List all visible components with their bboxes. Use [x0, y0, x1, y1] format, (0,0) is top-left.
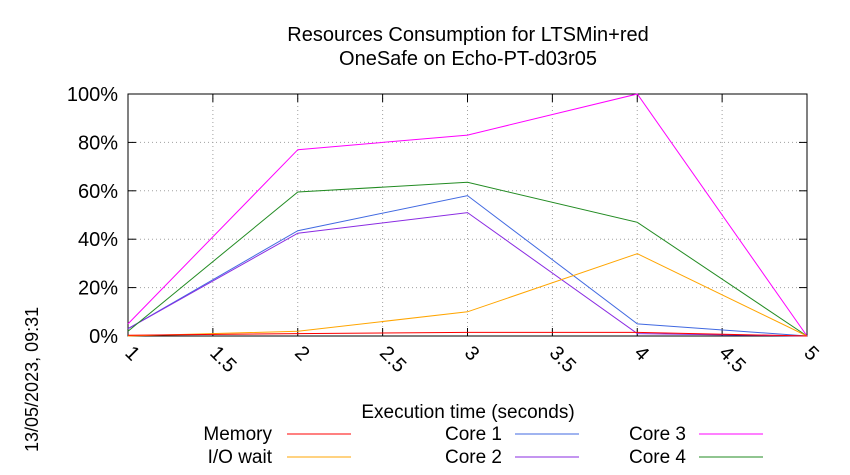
x-axis-label: Execution time (seconds) [361, 402, 574, 423]
legend-label-core-1: Core 1 [445, 424, 502, 445]
y-tick-label: 40% [78, 229, 118, 251]
x-tick-label: 4 [630, 342, 653, 365]
x-tick-label: 5 [799, 342, 822, 365]
y-tick-label: 100% [67, 84, 118, 106]
y-tick-label: 80% [78, 132, 118, 154]
chart-title-line-2: OneSafe on Echo-PT-d03r05 [339, 48, 597, 70]
series-line-core-4 [127, 181, 808, 337]
y-tick-label: 60% [78, 181, 118, 203]
legend-label-core-4: Core 4 [629, 447, 686, 468]
legend-label-core-2: Core 2 [445, 447, 502, 468]
x-tick-label: 4.5 [715, 342, 750, 377]
x-tick-label: 1 [120, 342, 143, 365]
series-line-core-1 [127, 195, 808, 337]
series-line-core-3 [127, 93, 808, 337]
timestamp-label: 13/05/2023, 09:31 [22, 307, 42, 452]
axis-ticks: 0% 20% 40% 60% 80% 100% 1 1.5 2 2.5 3 3.5 4 4.5 5 [67, 84, 823, 377]
legend-label-core-3: Core 3 [629, 424, 686, 445]
x-tick-label: 3.5 [545, 342, 580, 377]
chart-title-line-1: Resources Consumption for LTSMin+red [287, 24, 648, 46]
x-tick-label: 2 [290, 342, 313, 365]
series-line-memory [127, 331, 808, 337]
series-lines [127, 93, 808, 337]
x-tick-label: 3 [460, 342, 483, 365]
legend-label-i-o-wait: I/O wait [208, 447, 273, 468]
y-tick-label: 0% [89, 326, 118, 348]
series-line-core-2 [127, 212, 808, 337]
series-line-i-o-wait [127, 253, 808, 337]
grid [128, 94, 807, 336]
x-tick-label: 1.5 [205, 342, 240, 377]
x-tick-label: 2.5 [375, 342, 410, 377]
y-tick-label: 20% [78, 278, 118, 300]
legend-label-memory: Memory [203, 424, 272, 445]
